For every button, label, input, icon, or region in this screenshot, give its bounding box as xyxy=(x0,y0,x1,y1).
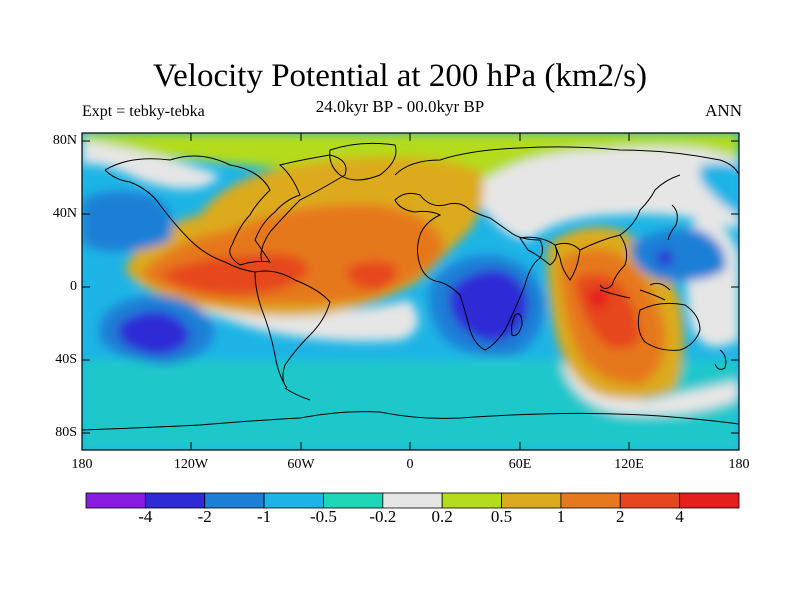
lon-label-120w: 120W xyxy=(173,457,209,472)
lat-label-40s: 40S xyxy=(55,352,77,367)
lon-label-60w: 60W xyxy=(287,457,315,472)
colorbar-label: -0.5 xyxy=(309,507,337,526)
colorbar-swatch xyxy=(85,492,146,509)
colorbar-label: -0.2 xyxy=(369,507,397,526)
lon-label-120e: 120E xyxy=(614,457,644,472)
colorbar-swatch xyxy=(441,492,502,509)
colorbar xyxy=(85,492,740,509)
colorbar-label: -1 xyxy=(256,507,272,526)
colorbar-label: 0.5 xyxy=(490,507,513,526)
colorbar-label: -2 xyxy=(197,507,212,526)
contour-field xyxy=(82,133,739,450)
lat-label-0: 0 xyxy=(70,279,77,294)
colorbar-swatch xyxy=(323,492,384,509)
experiment-label: Expt = tebky-tebka xyxy=(82,103,205,120)
lat-label-80n: 80N xyxy=(52,133,77,148)
colorbar-label: 4 xyxy=(675,507,684,526)
colorbar-label: -4 xyxy=(138,507,153,526)
colorbar-label: 1 xyxy=(556,507,566,526)
map-title: Velocity Potential at 200 hPa (km2/s) xyxy=(152,58,648,94)
axis-ticks xyxy=(82,133,739,450)
colorbar-swatch xyxy=(501,492,562,509)
lon-label-60e: 60E xyxy=(508,457,532,472)
colorbar-swatch xyxy=(382,492,443,509)
colorbar-label: 2 xyxy=(616,507,625,526)
lat-label-80s: 80S xyxy=(55,425,77,440)
colorbar-swatch xyxy=(619,492,681,509)
lon-label-180w: 180 xyxy=(71,457,93,472)
colorbar-label: 0.2 xyxy=(431,507,453,526)
colorbar-swatch xyxy=(204,492,265,509)
colorbar-swatch xyxy=(144,492,206,509)
season-label: ANN xyxy=(705,101,742,120)
lon-label-180e: 180 xyxy=(728,457,750,472)
coastlines xyxy=(82,142,739,431)
colorbar-swatch xyxy=(679,492,740,509)
map-subtitle: 24.0kyr BP - 00.0kyr BP xyxy=(315,97,485,116)
lon-label-0: 0 xyxy=(406,457,414,472)
colorbar-swatch xyxy=(560,492,621,509)
lat-label-40n: 40N xyxy=(52,206,77,221)
colorbar-swatch xyxy=(263,492,324,509)
